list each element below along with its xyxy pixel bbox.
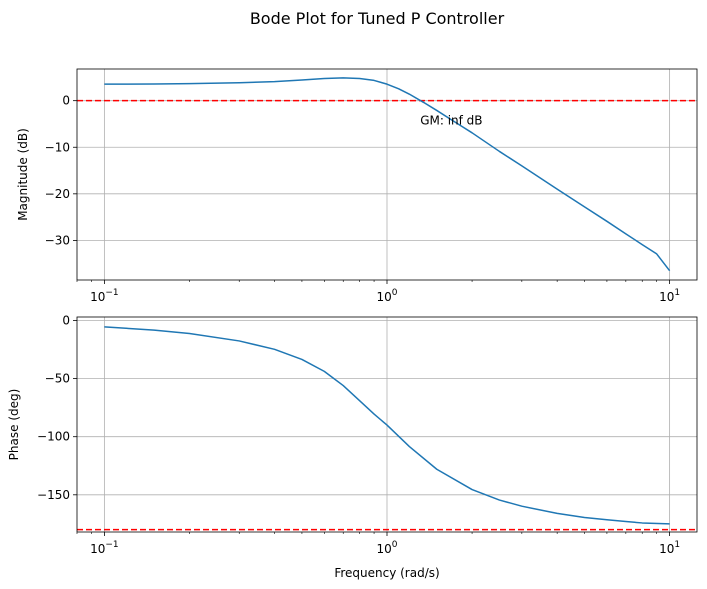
y-tick-label: −150 [37,488,70,502]
y-tick-label: −10 [45,140,70,154]
y-tick-label: −30 [45,233,70,247]
figure-title: Bode Plot for Tuned P Controller [250,9,505,28]
x-tick-label: 10−1 [90,288,119,304]
x-tick-label: 10−1 [90,540,119,556]
magnitude-line [104,77,671,272]
x-tick-label: 101 [659,288,680,304]
magnitude-panel: 10−1 100 101 0 −10 −20 −30 Magnitude (dB) GM: in… [16,68,698,304]
y-tick-label: −20 [45,187,70,201]
x-axis-label: Frequency (rad/s) [334,566,439,580]
y-tick-label: −100 [37,430,70,444]
phase-line [104,326,670,525]
gain-margin-annotation: GM: inf dB [420,114,482,128]
y-tick-label: 0 [62,94,70,108]
phase-panel: 10−1 100 101 0 −50 −100 −150 Phase (deg) Frequen… [7,313,698,580]
x-tick-label: 100 [376,540,397,556]
y-axis-label: Magnitude (dB) [16,128,30,221]
y-axis-label: Phase (deg) [7,389,21,461]
x-tick-label: 101 [659,540,680,556]
y-tick-label: 0 [62,313,70,327]
y-tick-label: −50 [45,372,70,386]
x-tick-label: 100 [376,288,397,304]
